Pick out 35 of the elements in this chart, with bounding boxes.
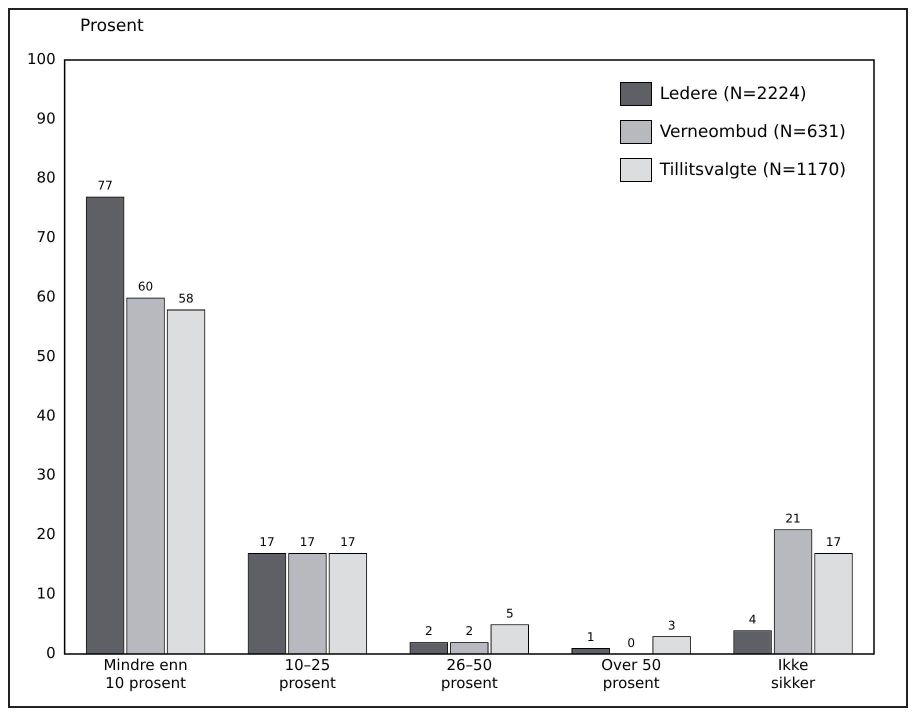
data-label: 77: [97, 178, 113, 193]
y-tick-label: 90: [36, 109, 56, 128]
data-label: 2: [425, 624, 433, 638]
data-label: 17: [300, 535, 316, 550]
data-label: 2: [465, 624, 474, 638]
y-tick-label: 10: [36, 584, 56, 602]
x-tick-label: Mindre enn 10 prosent: [103, 656, 188, 692]
y-tick-label: 50: [36, 346, 56, 365]
legend-label: Verneombud (N=631): [660, 121, 846, 143]
y-tick-label: 0: [46, 644, 56, 662]
y-tick-label: 60: [36, 287, 56, 306]
y-tick-label: 80: [36, 168, 56, 187]
x-tick-label: 26–50 prosent: [440, 656, 498, 692]
data-label: 21: [785, 511, 801, 526]
data-label: 60: [138, 280, 154, 294]
data-label: 3: [668, 618, 676, 632]
legend-label: Ledere (N=2224): [660, 83, 807, 105]
data-label: 0: [627, 636, 636, 650]
data-label: 17: [340, 535, 356, 550]
y-tick-label: 100: [26, 50, 56, 68]
legend-label: Tillitsvalgte (N=1170): [660, 159, 846, 181]
data-label: 58: [178, 292, 194, 306]
data-label: 17: [259, 535, 275, 550]
data-label: 1: [586, 630, 595, 644]
y-tick-label: 20: [36, 525, 56, 544]
y-tick-label: 70: [36, 228, 56, 246]
data-label: 4: [748, 612, 756, 626]
x-tick-label: 10–25 prosent: [278, 656, 336, 692]
y-tick-label: 40: [36, 406, 56, 424]
data-label: 5: [506, 606, 514, 620]
y-tick-label: 30: [36, 466, 56, 484]
x-tick-label: Over 50 prosent: [601, 656, 662, 692]
data-label: 17: [826, 535, 842, 550]
y-axis-title: Prosent: [80, 16, 144, 36]
x-tick-label: Ikke sikker: [770, 656, 816, 692]
